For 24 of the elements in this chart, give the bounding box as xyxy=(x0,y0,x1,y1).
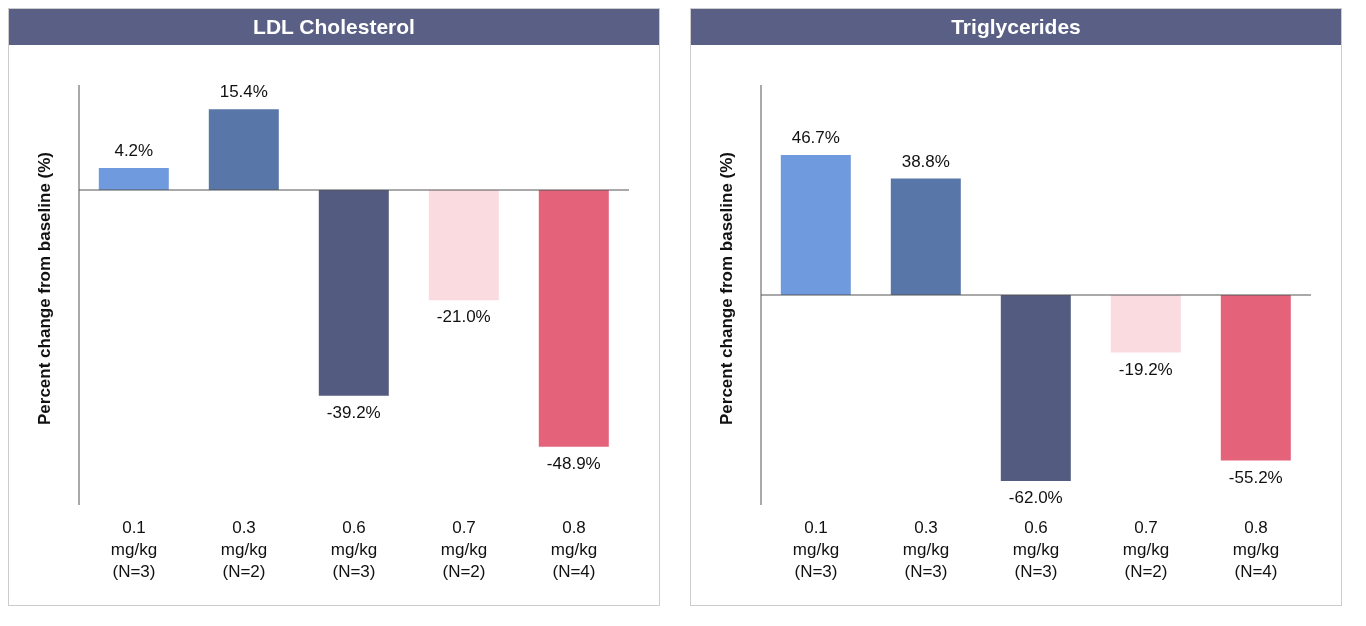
x-tick-label: 0.8 mg/kg (N=4) xyxy=(550,518,598,581)
x-tick-label: 0.1 mg/kg (N=3) xyxy=(110,518,158,581)
x-tick-label: 0.7 mg/kg (N=2) xyxy=(440,518,488,581)
x-tick-label: 0.1 mg/kg (N=3) xyxy=(792,518,840,581)
x-tick-label: 0.7 mg/kg (N=2) xyxy=(1122,518,1170,581)
data-label: 46.7% xyxy=(791,127,840,147)
chart-title: LDL Cholesterol xyxy=(9,9,659,45)
data-label: -19.2% xyxy=(1118,359,1173,379)
data-label: 4.2% xyxy=(114,140,154,160)
x-tick-label: 0.6 mg/kg (N=3) xyxy=(1012,518,1060,581)
y-axis-title: Percent change from baseline (%) xyxy=(717,151,737,425)
data-label: -55.2% xyxy=(1228,467,1283,487)
x-tick-label: 0.3 mg/kg (N=3) xyxy=(902,518,950,581)
data-label: 38.8% xyxy=(901,151,950,171)
x-tick-label: 0.3 mg/kg (N=2) xyxy=(220,518,268,581)
data-label: 15.4% xyxy=(219,82,268,102)
chart-title: Triglycerides xyxy=(691,9,1341,45)
data-label: -39.2% xyxy=(326,402,381,422)
data-label: -48.9% xyxy=(546,453,601,473)
x-tick-label: 0.8 mg/kg (N=4) xyxy=(1232,518,1280,581)
x-tick-label: 0.6 mg/kg (N=3) xyxy=(330,518,378,581)
data-label: -62.0% xyxy=(1008,488,1063,507)
data-label: -21.0% xyxy=(436,307,491,327)
y-axis-title: Percent change from baseline (%) xyxy=(35,151,55,425)
